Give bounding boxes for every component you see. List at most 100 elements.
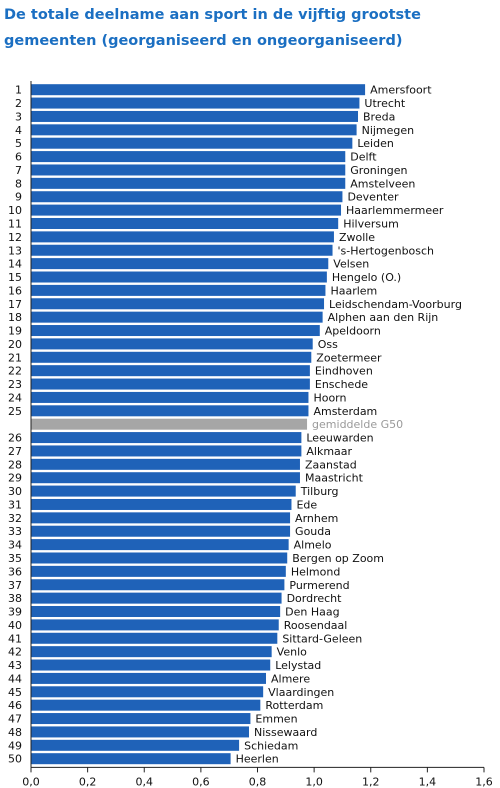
bar <box>31 405 309 417</box>
municipality-label: Bergen op Zoom <box>292 552 384 565</box>
municipality-label: Helmond <box>291 565 341 578</box>
bar <box>31 659 271 671</box>
x-tick-label: 0,0 <box>22 775 40 788</box>
rank-label: 33 <box>8 525 22 538</box>
rank-label: 3 <box>15 110 22 123</box>
municipality-label: Almelo <box>294 539 332 552</box>
rank-label: 2 <box>15 97 22 110</box>
municipality-label: Arnhem <box>295 512 338 525</box>
bar <box>31 137 353 149</box>
municipality-label: Hengelo (O.) <box>332 271 401 284</box>
x-tick-label: 0,6 <box>192 775 210 788</box>
rank-label: 47 <box>8 713 22 726</box>
bar <box>31 284 326 296</box>
municipality-label: Leeuwarden <box>306 432 373 445</box>
bar <box>31 164 346 176</box>
rank-label: 22 <box>8 365 22 378</box>
bar <box>31 84 366 96</box>
bar <box>31 739 240 751</box>
x-tick-label: 1,6 <box>475 775 493 788</box>
rank-label: 49 <box>8 739 22 752</box>
municipality-label: Nijmegen <box>362 124 415 137</box>
bar <box>31 231 334 243</box>
bar <box>31 365 310 377</box>
municipality-label: Nissewaard <box>254 726 317 739</box>
rank-label: 25 <box>8 405 22 418</box>
bar <box>31 726 250 738</box>
bar <box>31 177 346 189</box>
bar <box>31 338 313 350</box>
bar <box>31 432 302 444</box>
rank-label: 30 <box>8 485 22 498</box>
rank-label: 21 <box>8 351 22 364</box>
bar <box>31 191 343 203</box>
rank-label: 11 <box>8 217 22 230</box>
municipality-label: Utrecht <box>364 97 405 110</box>
municipality-label: Hilversum <box>343 217 399 230</box>
x-tick-label: 0,8 <box>249 775 267 788</box>
municipality-label: 's-Hertogenbosch <box>338 244 435 257</box>
bar <box>31 713 251 725</box>
municipality-label: Sittard-Geleen <box>282 632 362 645</box>
rank-label: 44 <box>8 672 22 685</box>
municipality-label: Apeldoorn <box>325 325 381 338</box>
average-bar <box>31 418 308 430</box>
rank-label: 37 <box>8 579 22 592</box>
municipality-label: Rotterdam <box>265 699 323 712</box>
rank-label: 23 <box>8 378 22 391</box>
rank-label: 36 <box>8 565 22 578</box>
bar <box>31 565 286 577</box>
bar <box>31 351 312 363</box>
rank-label: 46 <box>8 699 22 712</box>
rank-label: 24 <box>8 391 22 404</box>
rank-label: 27 <box>8 445 22 458</box>
bar <box>31 472 300 484</box>
municipality-label: Gouda <box>295 525 331 538</box>
municipality-label: Tilburg <box>300 485 339 498</box>
municipality-label: Den Haag <box>285 606 339 619</box>
rank-label: 48 <box>8 726 22 739</box>
rank-label: 41 <box>8 632 22 645</box>
x-tick-label: 1,0 <box>305 775 323 788</box>
rank-label: 43 <box>8 659 22 672</box>
municipality-label: Ede <box>296 498 317 511</box>
bar <box>31 244 333 256</box>
municipality-label: Leidschendam-Voorburg <box>329 298 462 311</box>
bar <box>31 97 360 109</box>
rank-label: 4 <box>15 124 22 137</box>
municipality-label: Alphen aan den Rijn <box>328 311 439 324</box>
rank-label: 6 <box>15 151 22 164</box>
municipality-label: Zwolle <box>339 231 375 244</box>
municipality-label: Vlaardingen <box>268 686 334 699</box>
bar <box>31 512 291 524</box>
rank-label: 7 <box>15 164 22 177</box>
bar <box>31 699 261 711</box>
rank-label: 15 <box>8 271 22 284</box>
municipality-label: Schiedam <box>244 739 298 752</box>
bar <box>31 753 231 765</box>
bar <box>31 485 296 497</box>
municipality-label: Velsen <box>333 258 369 271</box>
bar <box>31 525 291 537</box>
bar <box>31 632 278 644</box>
municipality-label: Haarlemmermeer <box>346 204 444 217</box>
bar <box>31 151 346 163</box>
municipality-label: Heerlen <box>236 753 279 766</box>
bar <box>31 672 266 684</box>
bar <box>31 498 292 510</box>
bar <box>31 217 339 229</box>
bar <box>31 539 289 551</box>
bar <box>31 606 281 618</box>
rank-label: 1 <box>15 84 22 97</box>
bar <box>31 552 288 564</box>
rank-label: 10 <box>8 204 22 217</box>
bar <box>31 592 282 604</box>
municipality-label: Oss <box>318 338 338 351</box>
rank-label: 31 <box>8 498 22 511</box>
x-tick-label: 0,4 <box>136 775 154 788</box>
bar <box>31 124 357 136</box>
municipality-label: Hoorn <box>313 391 346 404</box>
rank-label: 34 <box>8 539 22 552</box>
rank-label: 29 <box>8 472 22 485</box>
municipality-label: Roosendaal <box>284 619 348 632</box>
